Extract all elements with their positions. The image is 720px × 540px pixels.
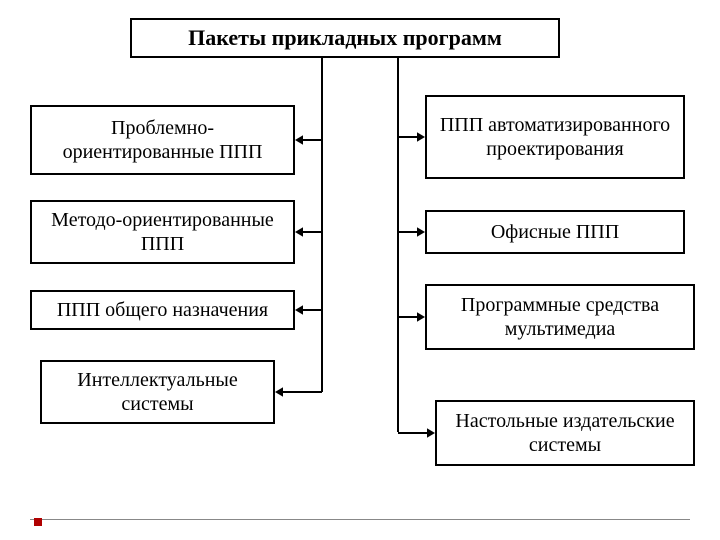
title-text: Пакеты прикладных программ — [188, 25, 502, 51]
footer-line — [30, 519, 690, 520]
footer-dot-icon — [34, 518, 42, 526]
left-node-3-label: Интеллектуальные системы — [48, 368, 267, 416]
left-node-2-label: ППП общего назначения — [57, 298, 268, 322]
left-node-1-label: Методо-ориентированные ППП — [38, 208, 287, 256]
left-node-2: ППП общего назначения — [30, 290, 295, 330]
right-node-2: Программные средства мультимедиа — [425, 284, 695, 350]
right-node-1-label: Офисные ППП — [491, 220, 619, 244]
left-node-0: Проблемно-ориентированные ППП — [30, 105, 295, 175]
right-node-0: ППП автоматизированного проектирования — [425, 95, 685, 179]
left-node-0-label: Проблемно-ориентированные ППП — [38, 116, 287, 164]
right-node-1: Офисные ППП — [425, 210, 685, 254]
right-node-3-label: Настольные издательские системы — [443, 409, 687, 457]
right-node-3: Настольные издательские системы — [435, 400, 695, 466]
left-node-3: Интеллектуальные системы — [40, 360, 275, 424]
left-node-1: Методо-ориентированные ППП — [30, 200, 295, 264]
right-node-0-label: ППП автоматизированного проектирования — [433, 113, 677, 161]
title-box: Пакеты прикладных программ — [130, 18, 560, 58]
right-node-2-label: Программные средства мультимедиа — [433, 293, 687, 341]
